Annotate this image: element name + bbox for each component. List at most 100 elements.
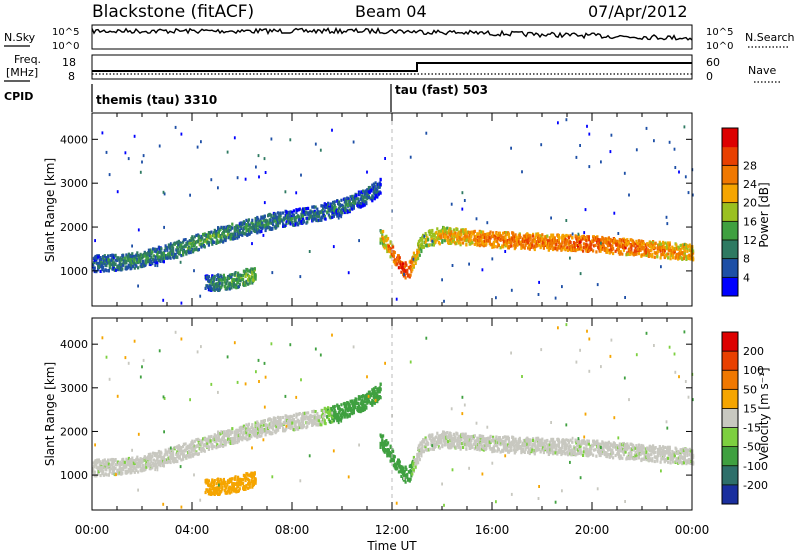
echo-cell (600, 245, 603, 249)
echo-cell (249, 278, 252, 282)
echo-cell (157, 461, 160, 465)
echo-cell (210, 230, 213, 234)
echo-cell (192, 441, 195, 445)
echo-cell (180, 243, 183, 247)
echo-cell (395, 465, 398, 469)
echo-cell (377, 192, 380, 196)
echo-cell (147, 256, 150, 260)
echo-cell (437, 232, 440, 236)
echo-cell (247, 424, 250, 428)
echo-cell (447, 439, 450, 444)
echo-cell (163, 249, 166, 253)
echo-cell (407, 477, 410, 481)
echo-cell (566, 246, 569, 250)
echo-cell (605, 240, 608, 244)
echo-cell (182, 456, 185, 460)
echo-cell (137, 228, 140, 232)
echo-cell (182, 240, 185, 244)
echo-cell (152, 247, 155, 251)
echo-cell (278, 424, 281, 428)
echo-cell (136, 257, 139, 261)
echo-cell (112, 458, 115, 462)
echo-cell (220, 440, 223, 444)
echo-cell (145, 465, 148, 469)
echo-cell (409, 155, 412, 159)
echo-cell (385, 234, 388, 238)
echo-cell (253, 267, 256, 271)
echo-cell (627, 252, 630, 256)
colorbar-tick-label: 24 (743, 178, 757, 191)
echo-cell (135, 253, 138, 257)
echo-cell (237, 226, 240, 230)
echo-cell (636, 244, 639, 248)
echo-cell (544, 240, 547, 244)
echo-cell (302, 424, 305, 428)
echo-cell (482, 244, 485, 248)
echo-cell (285, 220, 288, 224)
echo-cell (477, 439, 480, 443)
echo-cell (325, 203, 328, 207)
echo-cell (237, 273, 240, 277)
echo-cell (223, 284, 226, 289)
echo-cell (135, 464, 138, 468)
echo-cell (296, 208, 299, 212)
echo-cell (319, 211, 322, 215)
echo-cell (665, 215, 668, 219)
echo-cell (586, 243, 589, 247)
echo-cell (675, 255, 678, 259)
echo-cell (236, 229, 239, 233)
echo-cell (475, 234, 478, 238)
echo-cell (590, 242, 593, 246)
echo-cell (312, 210, 315, 214)
echo-cell (526, 238, 529, 242)
echo-cell (347, 414, 350, 418)
echo-cell (378, 390, 381, 394)
echo-cell (557, 121, 559, 125)
echo-cell (114, 462, 117, 466)
echo-cell (435, 231, 438, 235)
echo-cell (127, 469, 130, 474)
echo-cell (122, 263, 125, 267)
echo-cell (252, 277, 255, 281)
echo-cell (422, 245, 425, 249)
echo-cell (587, 238, 590, 242)
echo-cell (208, 435, 211, 439)
echo-cell (108, 173, 111, 177)
echo-cell (191, 235, 194, 239)
echo-cell (169, 242, 172, 246)
echo-cell (431, 228, 434, 233)
echo-cell (533, 239, 536, 244)
echo-cell (209, 237, 212, 241)
echo-cell (503, 231, 506, 235)
echo-cell (215, 446, 218, 450)
echo-cell (668, 241, 671, 245)
echo-cell (424, 436, 427, 440)
echo-cell (658, 244, 661, 248)
echo-cell (438, 441, 441, 445)
echo-cell (447, 443, 450, 447)
echo-cell (99, 473, 102, 478)
echo-cell (250, 230, 253, 234)
echo-cell (375, 190, 378, 194)
echo-cell (404, 480, 407, 484)
echo-cell (235, 286, 238, 290)
echo-cell (625, 240, 628, 244)
echo-cell (130, 470, 133, 474)
echo-cell (184, 244, 187, 248)
echo-cell (465, 243, 468, 247)
echo-cell (563, 234, 566, 238)
echo-cell (97, 265, 100, 269)
echo-cell (337, 416, 340, 420)
echo-cell (264, 433, 267, 437)
echo-cell (615, 242, 618, 247)
echo-cell (575, 243, 578, 247)
echo-cell (220, 285, 223, 289)
echo-cell (336, 404, 339, 408)
echo-cell (207, 445, 210, 449)
echo-cell (215, 438, 218, 442)
echo-cell (412, 455, 415, 460)
echo-cell (499, 246, 502, 250)
echo-cell (137, 284, 139, 288)
echo-cell (457, 445, 460, 449)
echo-cell (428, 437, 431, 441)
